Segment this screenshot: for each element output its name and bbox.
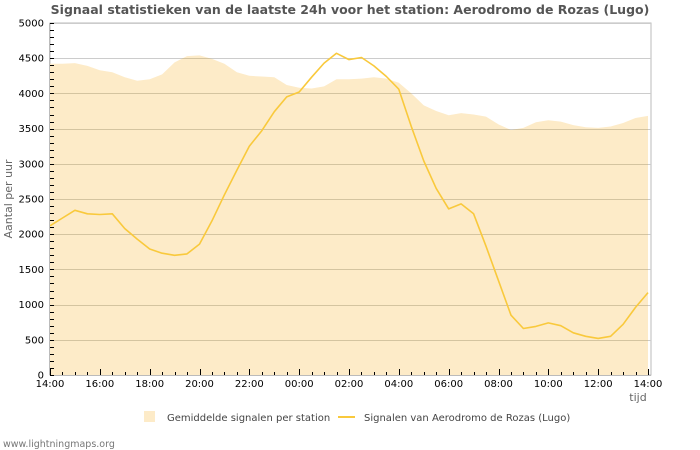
line-path — [49, 52, 649, 340]
x-tick-label: 02:00 — [335, 379, 364, 390]
legend-line-swatch — [338, 416, 355, 418]
chart-title: Signaal statistieken van de laatste 24h … — [51, 2, 650, 17]
legend-line-label: Signalen van Aerodromo de Rozas (Lugo) — [364, 413, 570, 424]
x-tick-label: 08:00 — [484, 379, 513, 390]
legend-area-label: Gemiddelde signalen per station — [167, 413, 330, 424]
x-axis-ticks: 14:00 16:00 18:00 20:00 22:00 00:00 02:00 04:00… — [36, 369, 663, 390]
area-path — [50, 55, 648, 376]
x-tick-label: 00:00 — [285, 379, 314, 390]
y-tick-label: 1000 — [19, 300, 44, 311]
y-tick-label: 3000 — [19, 159, 44, 170]
station-signals-line — [49, 52, 649, 340]
axes — [49, 23, 651, 376]
y-tick-label: 500 — [25, 335, 44, 346]
y-tick-label: 5000 — [19, 19, 44, 30]
x-tick-label: 22:00 — [235, 379, 264, 390]
y-tick-label: 4000 — [19, 89, 44, 100]
x-tick-label: 16:00 — [85, 379, 114, 390]
y-axis-label: Aantal per uur — [2, 159, 15, 239]
y-tick-label: 2000 — [19, 230, 44, 241]
x-tick-label: 18:00 — [135, 379, 164, 390]
legend-area-swatch — [144, 411, 155, 422]
x-tick-label: 14:00 — [634, 379, 663, 390]
y-tick-label: 2500 — [19, 195, 44, 206]
site-credit: www.lightningmaps.org — [3, 439, 115, 450]
y-tick-label: 0 — [38, 371, 44, 382]
x-tick-label: 20:00 — [185, 379, 214, 390]
x-tick-label: 12:00 — [584, 379, 613, 390]
x-tick-label: 10:00 — [534, 379, 563, 390]
x-tick-label: 06:00 — [434, 379, 463, 390]
y-tick-label: 3500 — [19, 124, 44, 135]
x-tick-label: 04:00 — [384, 379, 413, 390]
y-tick-label: 4500 — [19, 54, 44, 65]
gridlines — [50, 23, 651, 341]
legend: Gemiddelde signalen per station Signalen… — [144, 411, 570, 424]
x-tick-label: 14:00 — [36, 379, 65, 390]
y-axis-ticks: 0 500 1000 1500 2000 2500 3000 3500 4000 4500 5000 — [19, 19, 54, 382]
x-axis-label: tijd — [629, 391, 646, 404]
average-signals-area — [50, 55, 648, 376]
y-tick-label: 1500 — [19, 265, 44, 276]
